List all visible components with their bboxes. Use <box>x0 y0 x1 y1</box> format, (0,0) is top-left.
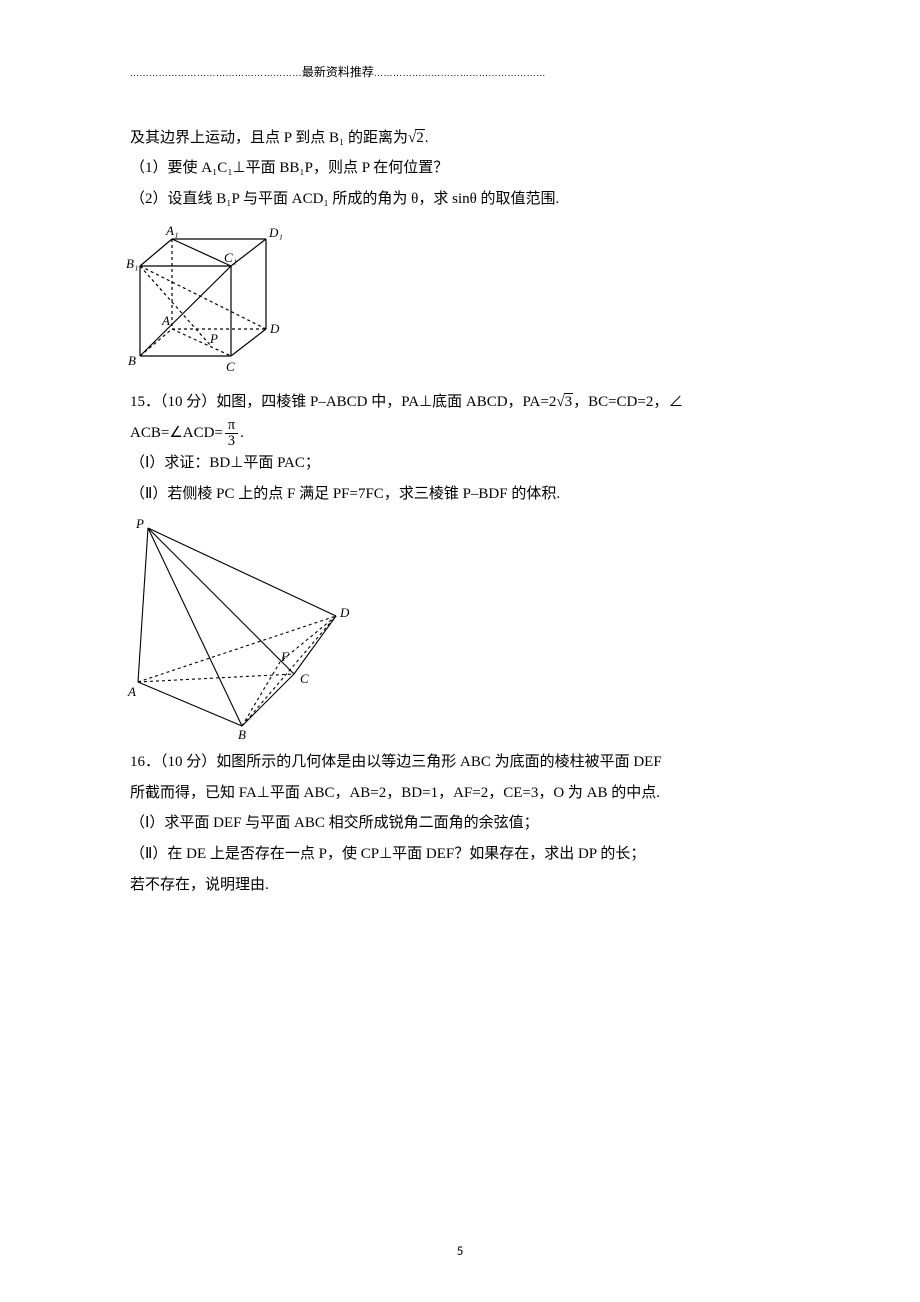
header-dots-right: ……………………………………………… <box>374 68 546 78</box>
q16-line2: 所截而得，已知 FA⊥平面 ABC，AB=2，BD=1，AF=2，CE=3，O … <box>130 778 790 809</box>
q14-part1: （1）要使 A₁C₁⊥平面 BB₁P，则点 P 在何位置？ <box>130 153 790 184</box>
q15-stem-line2: ACB=∠ACD=π3. <box>130 418 790 449</box>
document-page: ………………………………………………最新资料推荐…………………………………………… <box>0 0 920 1302</box>
q16-line1: 16．（10 分）如图所示的几何体是由以等边三角形 ABC 为底面的棱柱被平面 … <box>130 747 790 778</box>
q16-part2: （Ⅱ）在 DE 上是否存在一点 P，使 CP⊥平面 DEF？如果存在，求出 DP… <box>130 839 790 870</box>
svg-text:F: F <box>280 649 290 664</box>
svg-text:A: A <box>161 313 170 328</box>
svg-text:P: P <box>135 516 144 531</box>
header-dots-left: ……………………………………………… <box>130 68 302 78</box>
figure-cube: A₁ D₁ B₁ C₁ A D B C P <box>126 221 790 381</box>
svg-text:D: D <box>339 605 350 620</box>
figure-pyramid: P A B C D F <box>126 516 790 741</box>
header-mid-text: 最新资料推荐 <box>302 65 374 79</box>
svg-text:D₁: D₁ <box>268 225 283 240</box>
svg-text:B: B <box>128 353 136 368</box>
q14-continuation: 及其边界上运动，且点 P 到点 B₁ 的距离为2. <box>130 123 790 154</box>
q15-part1: （Ⅰ）求证：BD⊥平面 PAC； <box>130 448 790 479</box>
q16-part1: （Ⅰ）求平面 DEF 与平面 ABC 相交所成锐角二面角的余弦值； <box>130 808 790 839</box>
q15-part2: （Ⅱ）若侧棱 PC 上的点 F 满足 PF=7FC，求三棱锥 P–BDF 的体积… <box>130 479 790 510</box>
svg-text:P: P <box>209 331 218 346</box>
header-divider: ………………………………………………最新资料推荐…………………………………………… <box>130 60 790 85</box>
q16-part3: 若不存在，说明理由. <box>130 870 790 901</box>
svg-text:A: A <box>127 684 136 699</box>
svg-text:B₁: B₁ <box>126 256 138 271</box>
q14-part2: （2）设直线 B₁P 与平面 ACD₁ 所成的角为 θ，求 sinθ 的取值范围… <box>130 184 790 215</box>
svg-text:C₁: C₁ <box>224 250 237 265</box>
sqrt-3: 3 <box>556 387 573 418</box>
sqrt-2: 2 <box>408 123 425 154</box>
fraction-pi-3: π3 <box>225 418 238 448</box>
svg-text:D: D <box>269 321 280 336</box>
svg-text:C: C <box>300 671 309 686</box>
svg-text:C: C <box>226 359 235 374</box>
svg-text:A₁: A₁ <box>165 223 178 238</box>
svg-text:B: B <box>238 727 246 741</box>
q15-stem-line1: 15．（10 分）如图，四棱锥 P–ABCD 中，PA⊥底面 ABCD，PA=2… <box>130 387 790 418</box>
page-number: 5 <box>0 1239 920 1266</box>
